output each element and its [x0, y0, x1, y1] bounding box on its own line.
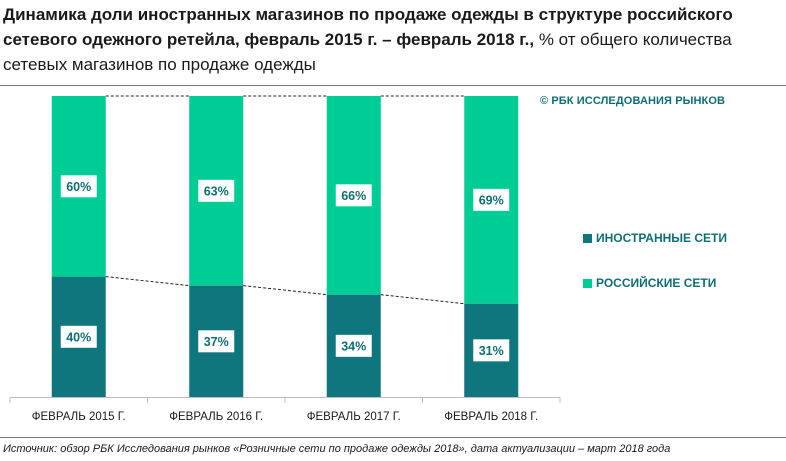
legend-label-foreign: ИНОСТРАННЫЕ СЕТИ — [596, 231, 727, 245]
data-label-box-foreign-0 — [60, 325, 97, 348]
data-label-russian-2: 66% — [341, 189, 366, 203]
top-divider — [0, 85, 786, 86]
legend-item-foreign: ИНОСТРАННЫЕ СЕТИ — [583, 231, 727, 245]
data-label-box-russian-1 — [198, 179, 235, 202]
legend-item-russian: РОССИЙСКИЕ СЕТИ — [583, 276, 716, 290]
stacked-bar-chart: 40% 60% ФЕВРАЛЬ 2015 Г. 37% 63% ФЕВРАЛЬ 2016 … — [9, 95, 561, 423]
data-label-russian-3: 69% — [479, 193, 504, 207]
data-label-foreign-0: 40% — [66, 330, 91, 344]
data-label-box-foreign-3 — [473, 339, 510, 362]
data-label-box-foreign-1 — [198, 330, 235, 353]
legend-label-russian: РОССИЙСКИЕ СЕТИ — [596, 276, 717, 290]
bottom-divider — [0, 437, 786, 438]
data-label-box-foreign-2 — [335, 334, 372, 357]
chart-title-rest: % от общего количества сетевых магазинов… — [3, 30, 732, 74]
data-label-russian-1: 63% — [204, 184, 229, 198]
data-label-russian-0: 60% — [66, 180, 91, 194]
x-tick-label-0: ФЕВРАЛЬ 2015 Г. — [32, 411, 126, 423]
data-label-box-russian-3 — [473, 188, 510, 211]
data-label-box-russian-2 — [335, 184, 372, 207]
legend-swatch-foreign — [583, 233, 592, 243]
legend-swatch-russian — [583, 278, 592, 288]
data-label-foreign-1: 37% — [204, 335, 229, 349]
copyright-label: © РБК ИССЛЕДОВАНИЯ РЫНКОВ — [540, 95, 726, 107]
series-line-segment-foreign — [380, 294, 465, 305]
data-label-foreign-3: 31% — [479, 344, 504, 358]
chart-title: Динамика доли иностранных магазинов по п… — [3, 2, 778, 77]
x-tick-label-2: ФЕВРАЛЬ 2017 Г. — [307, 411, 401, 423]
x-tick-label-3: ФЕВРАЛЬ 2018 Г. — [444, 411, 538, 423]
x-tick-label-1: ФЕВРАЛЬ 2016 Г. — [169, 411, 263, 423]
data-label-foreign-2: 34% — [341, 339, 366, 353]
chart-title-bold: Динамика доли иностранных магазинов по п… — [3, 5, 733, 49]
data-label-box-russian-0 — [60, 175, 97, 198]
source-note: Источник: обзор РБК Исследования рынков … — [3, 443, 671, 455]
series-line-segment-foreign — [243, 285, 327, 296]
series-line-segment-foreign — [105, 276, 190, 287]
